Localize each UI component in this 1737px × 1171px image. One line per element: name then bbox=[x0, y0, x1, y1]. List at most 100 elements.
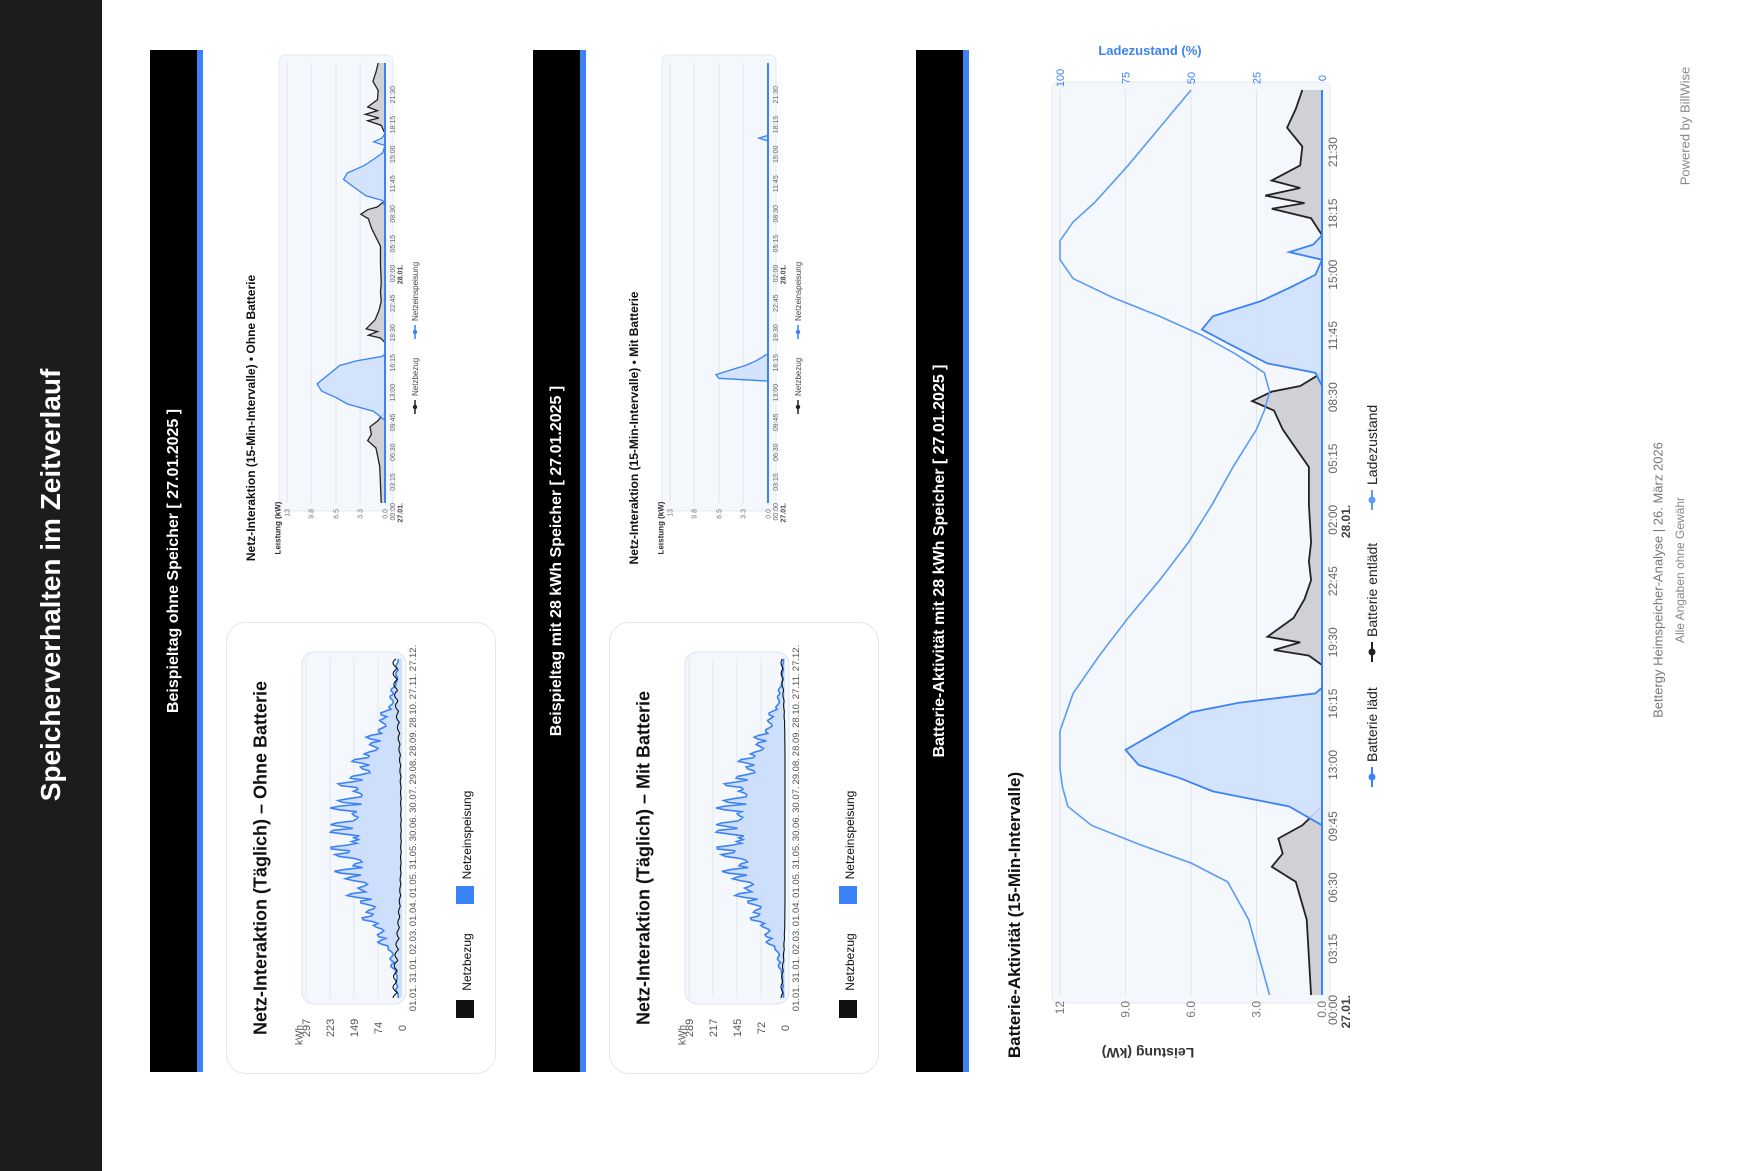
y-axis-label: Leistung (kW) bbox=[275, 501, 283, 554]
x-tick-label: 00:00 bbox=[773, 503, 780, 521]
line-ladezustand bbox=[1059, 89, 1271, 996]
x-tick-label: 16:15 bbox=[773, 354, 780, 372]
y2-tick-label: 0 bbox=[1317, 75, 1329, 81]
legend-label-netzeinspeisung: Netzeinspeisung bbox=[843, 790, 857, 880]
x-tick-label: 30.06. bbox=[408, 815, 419, 841]
x-tick-label: 06:30 bbox=[1326, 872, 1340, 902]
x-tick-label: 31.05. bbox=[408, 843, 419, 869]
x-tick-label: 27.12. bbox=[408, 645, 419, 671]
x-tick-date: 27.01. bbox=[1339, 995, 1353, 1028]
x-tick-label: 00:00 bbox=[390, 503, 397, 521]
legend-label: Netzbezug bbox=[794, 358, 803, 396]
x-tick-date: 27.01. bbox=[781, 503, 788, 523]
x-tick-label: 01.05. bbox=[408, 871, 419, 897]
y-tick-label: 217 bbox=[708, 1019, 720, 1037]
y-tick-label: 6.5 bbox=[716, 509, 723, 519]
y2-tick-label: 100 bbox=[1055, 69, 1067, 87]
section-band-ohne-speicher: Beispieltag ohne Speicher [ 27.01.2025 ] bbox=[150, 50, 203, 1072]
x-tick-label: 27.11. bbox=[408, 673, 419, 699]
area-batterie-entlädt bbox=[1252, 90, 1322, 995]
x-tick-label: 03:15 bbox=[390, 473, 397, 491]
y-tick-label: 72 bbox=[756, 1022, 768, 1034]
x-tick-label: 01.01. bbox=[408, 985, 419, 1011]
x-tick-label: 31.01. bbox=[408, 956, 419, 982]
x-tick-label: 19:30 bbox=[1326, 627, 1340, 657]
x-tick-label: 02.03. bbox=[791, 928, 802, 954]
y-tick-label: 0.0 bbox=[765, 509, 772, 519]
x-tick-label: 18:15 bbox=[1326, 198, 1340, 228]
line-netzeinspeisung bbox=[714, 658, 785, 999]
legend-label-netzeinspeisung: Netzeinspeisung bbox=[460, 790, 474, 880]
y-axis-label: Leistung (kW) bbox=[658, 501, 666, 554]
x-tick-label: 01.04. bbox=[791, 900, 802, 926]
x-tick-label: 22:45 bbox=[1326, 566, 1340, 596]
legend-marker bbox=[1368, 773, 1376, 781]
y-tick-label: 3.3 bbox=[358, 509, 365, 519]
x-tick-label: 03:15 bbox=[1326, 933, 1340, 963]
line-netzbezug bbox=[780, 658, 786, 999]
x-tick-label: 28.09. bbox=[791, 730, 802, 756]
legend-label: Netzbezug bbox=[411, 358, 420, 396]
x-tick-label: 15:00 bbox=[390, 145, 397, 163]
legend-marker bbox=[1368, 496, 1376, 504]
bars-netzeinspeisung bbox=[330, 658, 402, 998]
area-netzeinspeisung bbox=[317, 63, 385, 503]
y-tick-label: 223 bbox=[325, 1019, 337, 1037]
x-tick-label: 30.07. bbox=[408, 786, 419, 812]
x-tick-label: 27.11. bbox=[791, 673, 802, 699]
x-tick-date: 28.01. bbox=[1339, 505, 1353, 538]
legend-swatch-netzeinspeisung bbox=[839, 886, 857, 904]
x-tick-label: 31.01. bbox=[791, 956, 802, 982]
x-tick-label: 21:30 bbox=[390, 86, 397, 104]
y2-axis-label: Ladezustand (%) bbox=[1098, 43, 1201, 58]
y2-tick-label: 75 bbox=[1121, 72, 1133, 84]
x-tick-label: 16:15 bbox=[1326, 688, 1340, 718]
x-tick-label: 02:00 bbox=[390, 265, 397, 283]
legend-swatch-netzbezug bbox=[839, 1000, 857, 1018]
y-tick-label: 3.3 bbox=[741, 509, 748, 519]
line-netzbezug bbox=[392, 658, 402, 999]
footer-analysis-date: Bettergy Heimspeicher-Analyse | 26. März… bbox=[1650, 442, 1666, 718]
x-tick-label: 22:45 bbox=[773, 294, 780, 312]
x-tick-date: 28.01. bbox=[398, 265, 405, 285]
daily-chart-title-mit: Netz-Interaktion (Täglich) – Mit Batteri… bbox=[633, 690, 654, 1026]
y-tick-label: 9.0 bbox=[1119, 1001, 1133, 1018]
interval-chart-mit: 13 9.8 6.5 3.3 0.0 00:00 03:15 06:30 09:45 13:00 1… bbox=[658, 54, 803, 554]
x-tick-date: 28.01. bbox=[781, 265, 788, 285]
legend-marker bbox=[1368, 648, 1376, 656]
section-band-mit-speicher: Beispieltag mit 28 kWh Speicher [ 27.01.… bbox=[533, 50, 586, 1072]
x-tick-label: 27.12. bbox=[791, 645, 802, 671]
legend-label: Ladezustand bbox=[1364, 405, 1380, 485]
x-tick-label: 28.10. bbox=[408, 701, 419, 727]
x-tick-label: 11:45 bbox=[773, 175, 780, 192]
x-tick-label: 05:15 bbox=[1326, 443, 1340, 473]
x-tick-label: 11:45 bbox=[390, 175, 397, 192]
y2-tick-label: 25 bbox=[1252, 72, 1264, 84]
x-tick-label: 15:00 bbox=[773, 145, 780, 163]
legend-label: Netzeinspeisung bbox=[794, 262, 803, 321]
area-netzbezug bbox=[360, 63, 385, 503]
legend-swatch-netzeinspeisung bbox=[456, 886, 474, 904]
x-tick-label: 06:30 bbox=[390, 443, 397, 461]
x-tick-label: 05:15 bbox=[773, 235, 780, 253]
y-tick-label: 0 bbox=[397, 1025, 409, 1031]
title-sidebar: Speicherverhalten im Zeitverlauf bbox=[0, 0, 102, 1171]
interval-chart-ohne: 13 9.8 6.5 3.3 0.0 00:00 03:15 06:30 09:45 13:00 1… bbox=[275, 54, 420, 554]
x-tick-label: 06:30 bbox=[773, 443, 780, 461]
legend-marker bbox=[795, 404, 801, 410]
daily-bar-chart-mit: 289 217 145 72 0 01.01. 31.01. 02.03. 01.04. 01.0… bbox=[684, 645, 802, 1037]
x-tick-label: 21:30 bbox=[773, 86, 780, 104]
section-label-mit-speicher: Beispieltag mit 28 kWh Speicher [ 27.01.… bbox=[547, 385, 565, 737]
y-tick-label: 149 bbox=[349, 1019, 361, 1037]
bars-netzeinspeisung bbox=[715, 658, 785, 998]
x-tick-label: 01.01. bbox=[791, 985, 802, 1011]
section-band-batterie: Batterie-Aktivität mit 28 kWh Speicher [… bbox=[916, 50, 969, 1072]
daily-bar-chart-ohne: 297 223 149 74 0 01.01. 31.01. 02.03. 01.04. 01.0… bbox=[301, 645, 419, 1037]
x-tick-label: 19:30 bbox=[390, 324, 397, 342]
x-tick-label: 08:30 bbox=[1326, 382, 1340, 412]
x-tick-label: 15:00 bbox=[1326, 259, 1340, 289]
legend-marker bbox=[795, 329, 801, 335]
x-tick-date: 27.01. bbox=[398, 503, 405, 523]
y-tick-label: 0 bbox=[780, 1025, 792, 1031]
x-tick-label: 11:45 bbox=[1326, 321, 1340, 350]
